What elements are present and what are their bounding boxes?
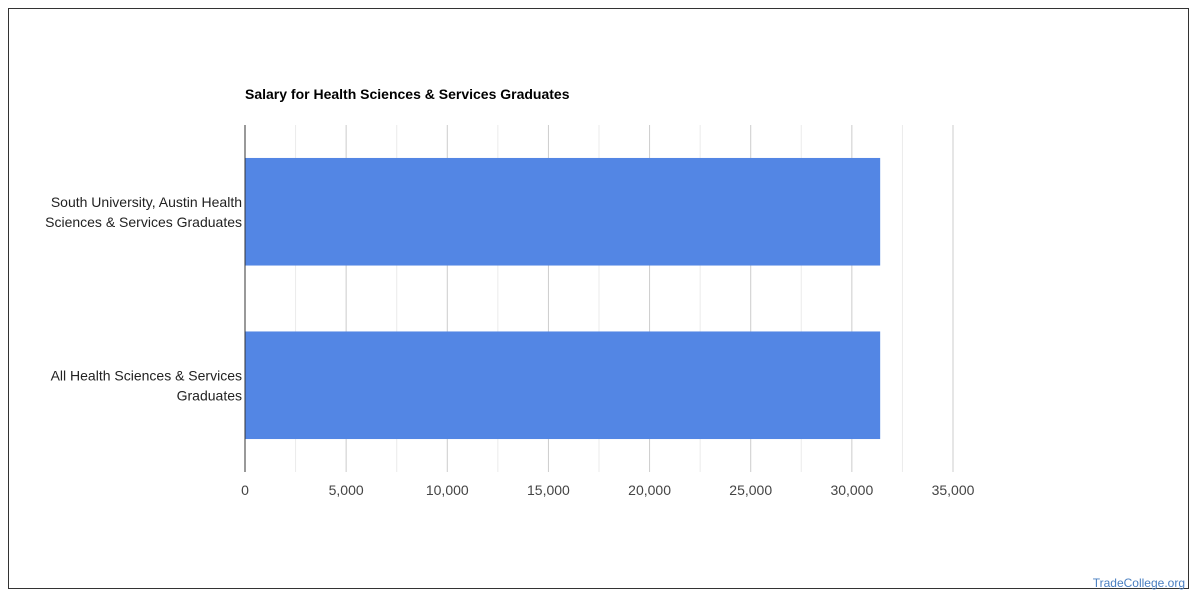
tick-labels: 0 5,000 10,000 15,000 20,000 25,000 30,000 35,0… (241, 482, 975, 498)
category-labels: South University, Austin Health Sciences … (45, 194, 242, 404)
x-tick-label: 5,000 (329, 482, 364, 498)
category-label-line: South University, Austin Health (51, 194, 242, 210)
category-label-line: Graduates (177, 387, 242, 403)
bar (245, 331, 881, 440)
x-tick-label: 15,000 (527, 482, 570, 498)
x-tick-label: 35,000 (932, 482, 975, 498)
x-tick-label: 30,000 (830, 482, 873, 498)
category-label: South University, Austin Health Sciences … (45, 194, 242, 230)
x-tick-label: 10,000 (426, 482, 469, 498)
category-label-line: Sciences & Services Graduates (45, 214, 242, 230)
watermark-link[interactable]: TradeCollege.org (1092, 576, 1185, 590)
chart-title: Salary for Health Sciences & Services Gr… (245, 86, 570, 102)
x-tick-label: 0 (241, 482, 249, 498)
bar (245, 157, 881, 266)
x-tick-label: 25,000 (729, 482, 772, 498)
category-label: All Health Sciences & Services Graduates (51, 367, 242, 403)
x-tick-label: 20,000 (628, 482, 671, 498)
category-label-line: All Health Sciences & Services (51, 367, 242, 383)
bars (245, 157, 881, 440)
